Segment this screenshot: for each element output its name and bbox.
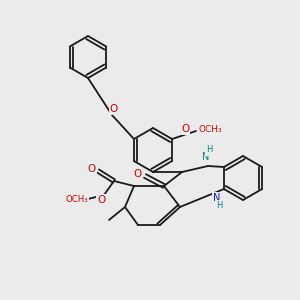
Text: O: O — [134, 169, 142, 179]
Text: OCH₃: OCH₃ — [198, 125, 222, 134]
Text: OCH₃: OCH₃ — [66, 194, 88, 203]
Text: O: O — [97, 195, 105, 205]
Text: O: O — [88, 164, 96, 174]
Text: O: O — [181, 124, 189, 134]
Text: O: O — [110, 104, 118, 114]
Text: N: N — [202, 152, 210, 162]
Text: H: H — [206, 146, 212, 154]
Text: N: N — [213, 193, 220, 203]
Text: H: H — [216, 202, 222, 211]
